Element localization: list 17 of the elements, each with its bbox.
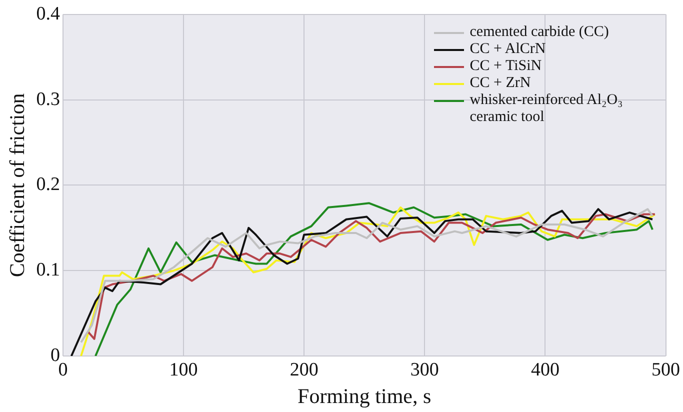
y-tick-label: 0.4 <box>36 3 60 24</box>
legend-label: CC + ZrN <box>470 75 531 92</box>
x-tick-label: 100 <box>169 359 198 380</box>
y-axis-title: Coefficient of friction <box>5 92 30 278</box>
x-tick-label: 400 <box>530 359 560 380</box>
x-axis-title: Forming time, s <box>298 384 432 408</box>
legend-label: CC + AlCrN <box>470 41 546 58</box>
legend-label: whisker-reinforced Al₂O₃ ceramic tool <box>470 92 624 126</box>
y-tick-label: 0.1 <box>36 260 60 281</box>
x-tick-label: 200 <box>290 359 318 380</box>
y-tick-label: 0.3 <box>36 88 60 110</box>
x-tick-label: 500 <box>652 359 680 380</box>
x-tick-label: 300 <box>410 359 439 380</box>
legend-label: cemented carbide (CC) <box>470 24 609 42</box>
y-tick-label: 0 <box>50 344 60 366</box>
y-tick-label: 0.2 <box>36 174 60 196</box>
legend-label: CC + TiSiN <box>470 58 542 76</box>
